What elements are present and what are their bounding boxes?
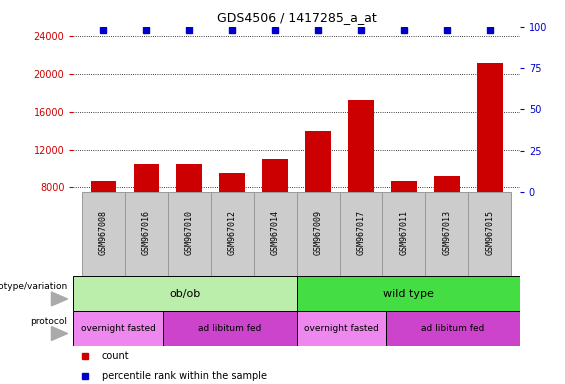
Bar	[73, 276, 297, 311]
Bar	[434, 176, 460, 263]
Bar	[176, 164, 202, 263]
Polygon shape	[51, 326, 68, 340]
Text: ob/ob: ob/ob	[170, 289, 201, 299]
Bar	[211, 192, 254, 276]
Bar	[297, 311, 386, 346]
Text: wild type: wild type	[383, 289, 434, 299]
Bar	[305, 131, 331, 263]
Text: GSM967017: GSM967017	[357, 210, 366, 255]
Bar	[90, 181, 116, 263]
Text: GSM967016: GSM967016	[142, 210, 151, 255]
Text: overnight fasted: overnight fasted	[81, 324, 155, 333]
Text: overnight fasted: overnight fasted	[304, 324, 379, 333]
Bar	[168, 192, 211, 276]
Bar	[383, 192, 425, 276]
Bar	[391, 181, 417, 263]
Title: GDS4506 / 1417285_a_at: GDS4506 / 1417285_a_at	[217, 11, 376, 24]
Text: protocol: protocol	[31, 317, 68, 326]
Text: GSM967015: GSM967015	[485, 210, 494, 255]
Bar	[125, 192, 168, 276]
Text: genotype/variation: genotype/variation	[0, 282, 68, 291]
Bar	[73, 311, 163, 346]
Polygon shape	[51, 292, 68, 306]
Bar	[262, 159, 288, 263]
Text: GSM967014: GSM967014	[271, 210, 280, 255]
Text: GSM967009: GSM967009	[314, 210, 323, 255]
Text: ad libitum fed: ad libitum fed	[421, 324, 485, 333]
Bar	[133, 164, 159, 263]
Bar	[163, 311, 297, 346]
Bar	[348, 101, 374, 263]
Bar	[477, 63, 503, 263]
Text: GSM967010: GSM967010	[185, 210, 194, 255]
Text: GSM967013: GSM967013	[442, 210, 451, 255]
Bar	[297, 192, 340, 276]
Text: GSM967011: GSM967011	[399, 210, 408, 255]
Text: percentile rank within the sample: percentile rank within the sample	[102, 371, 267, 381]
Bar	[340, 192, 383, 276]
Text: count: count	[102, 351, 129, 361]
Bar	[82, 192, 125, 276]
Bar	[254, 192, 297, 276]
Bar	[468, 192, 511, 276]
Text: ad libitum fed: ad libitum fed	[198, 324, 262, 333]
Bar	[425, 192, 468, 276]
Bar	[297, 276, 520, 311]
Bar	[386, 311, 520, 346]
Bar	[219, 173, 245, 263]
Text: GSM967008: GSM967008	[99, 210, 108, 255]
Text: GSM967012: GSM967012	[228, 210, 237, 255]
